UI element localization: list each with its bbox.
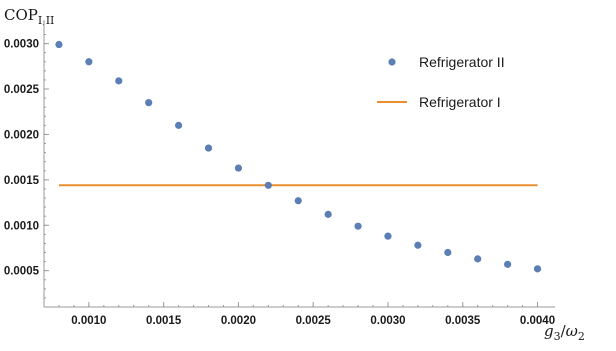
legend-item: Refrigerator I xyxy=(377,94,501,110)
svg-text:COPI,II: COPI,II xyxy=(4,6,54,27)
y-axis-title-sub: I,II xyxy=(38,14,55,27)
svg-text:g3/ω2: g3/ω2 xyxy=(544,322,585,343)
x-axis-title: g3/ω2 xyxy=(544,322,585,343)
x-tick-label: 0.0025 xyxy=(296,315,332,327)
data-point-refrigerator-ii xyxy=(444,248,452,257)
x-tick-label: 0.0010 xyxy=(71,315,106,327)
x-tick-label: 0.0020 xyxy=(221,315,256,327)
x-tick-label: 0.0040 xyxy=(520,315,555,327)
y-tick-label: 0.0020 xyxy=(4,129,39,141)
data-point-refrigerator-ii xyxy=(294,197,302,205)
data-point-refrigerator-ii xyxy=(204,144,213,152)
legend-marker xyxy=(388,58,396,66)
data-point-refrigerator-ii xyxy=(414,241,422,249)
data-point-refrigerator-ii xyxy=(264,181,272,189)
data-point-refrigerator-ii xyxy=(234,164,243,172)
data-point-refrigerator-ii xyxy=(55,40,63,49)
data-point-refrigerator-ii xyxy=(354,222,362,230)
data-point-refrigerator-ii xyxy=(533,265,542,273)
legend: Refrigerator II Refrigerator I xyxy=(377,54,505,110)
x-axis-title-den-sub: 2 xyxy=(578,330,585,343)
x-axis-title-sep: / xyxy=(561,322,567,340)
data-point-refrigerator-ii xyxy=(324,210,332,218)
y-tick-label: 0.0030 xyxy=(4,39,39,51)
data-point-refrigerator-ii xyxy=(115,77,123,85)
x-tick-label: 0.0030 xyxy=(370,315,405,327)
y-tick-label: 0.0005 xyxy=(4,266,40,278)
y-tick-label: 0.0025 xyxy=(4,84,40,96)
x-axis-title-num: g xyxy=(544,322,554,340)
legend-label: Refrigerator I xyxy=(419,94,501,110)
y-tick-label: 0.0010 xyxy=(4,220,39,232)
plot-area xyxy=(55,40,542,273)
x-axis-title-num-sub: 3 xyxy=(554,330,561,343)
legend-label: Refrigerator II xyxy=(419,54,505,70)
data-point-refrigerator-ii xyxy=(384,232,392,240)
legend-item: Refrigerator II xyxy=(388,54,505,70)
x-axis-title-den: ω xyxy=(566,322,578,340)
y-tick-label: 0.0015 xyxy=(4,175,40,187)
axes: 0.0010 0.0015 0.0020 0.0025 0.0030 0.0035 0.00… xyxy=(4,20,555,327)
data-point-refrigerator-ii xyxy=(504,260,512,268)
y-axis-title: COPI,II xyxy=(4,6,54,27)
data-point-refrigerator-ii xyxy=(474,255,482,263)
data-point-refrigerator-ii xyxy=(145,99,153,107)
data-point-refrigerator-ii xyxy=(85,58,93,66)
x-tick-label: 0.0035 xyxy=(445,315,481,327)
y-axis-title-main: COP xyxy=(4,6,38,24)
x-tick-label: 0.0015 xyxy=(146,315,182,327)
data-point-refrigerator-ii xyxy=(174,121,183,129)
